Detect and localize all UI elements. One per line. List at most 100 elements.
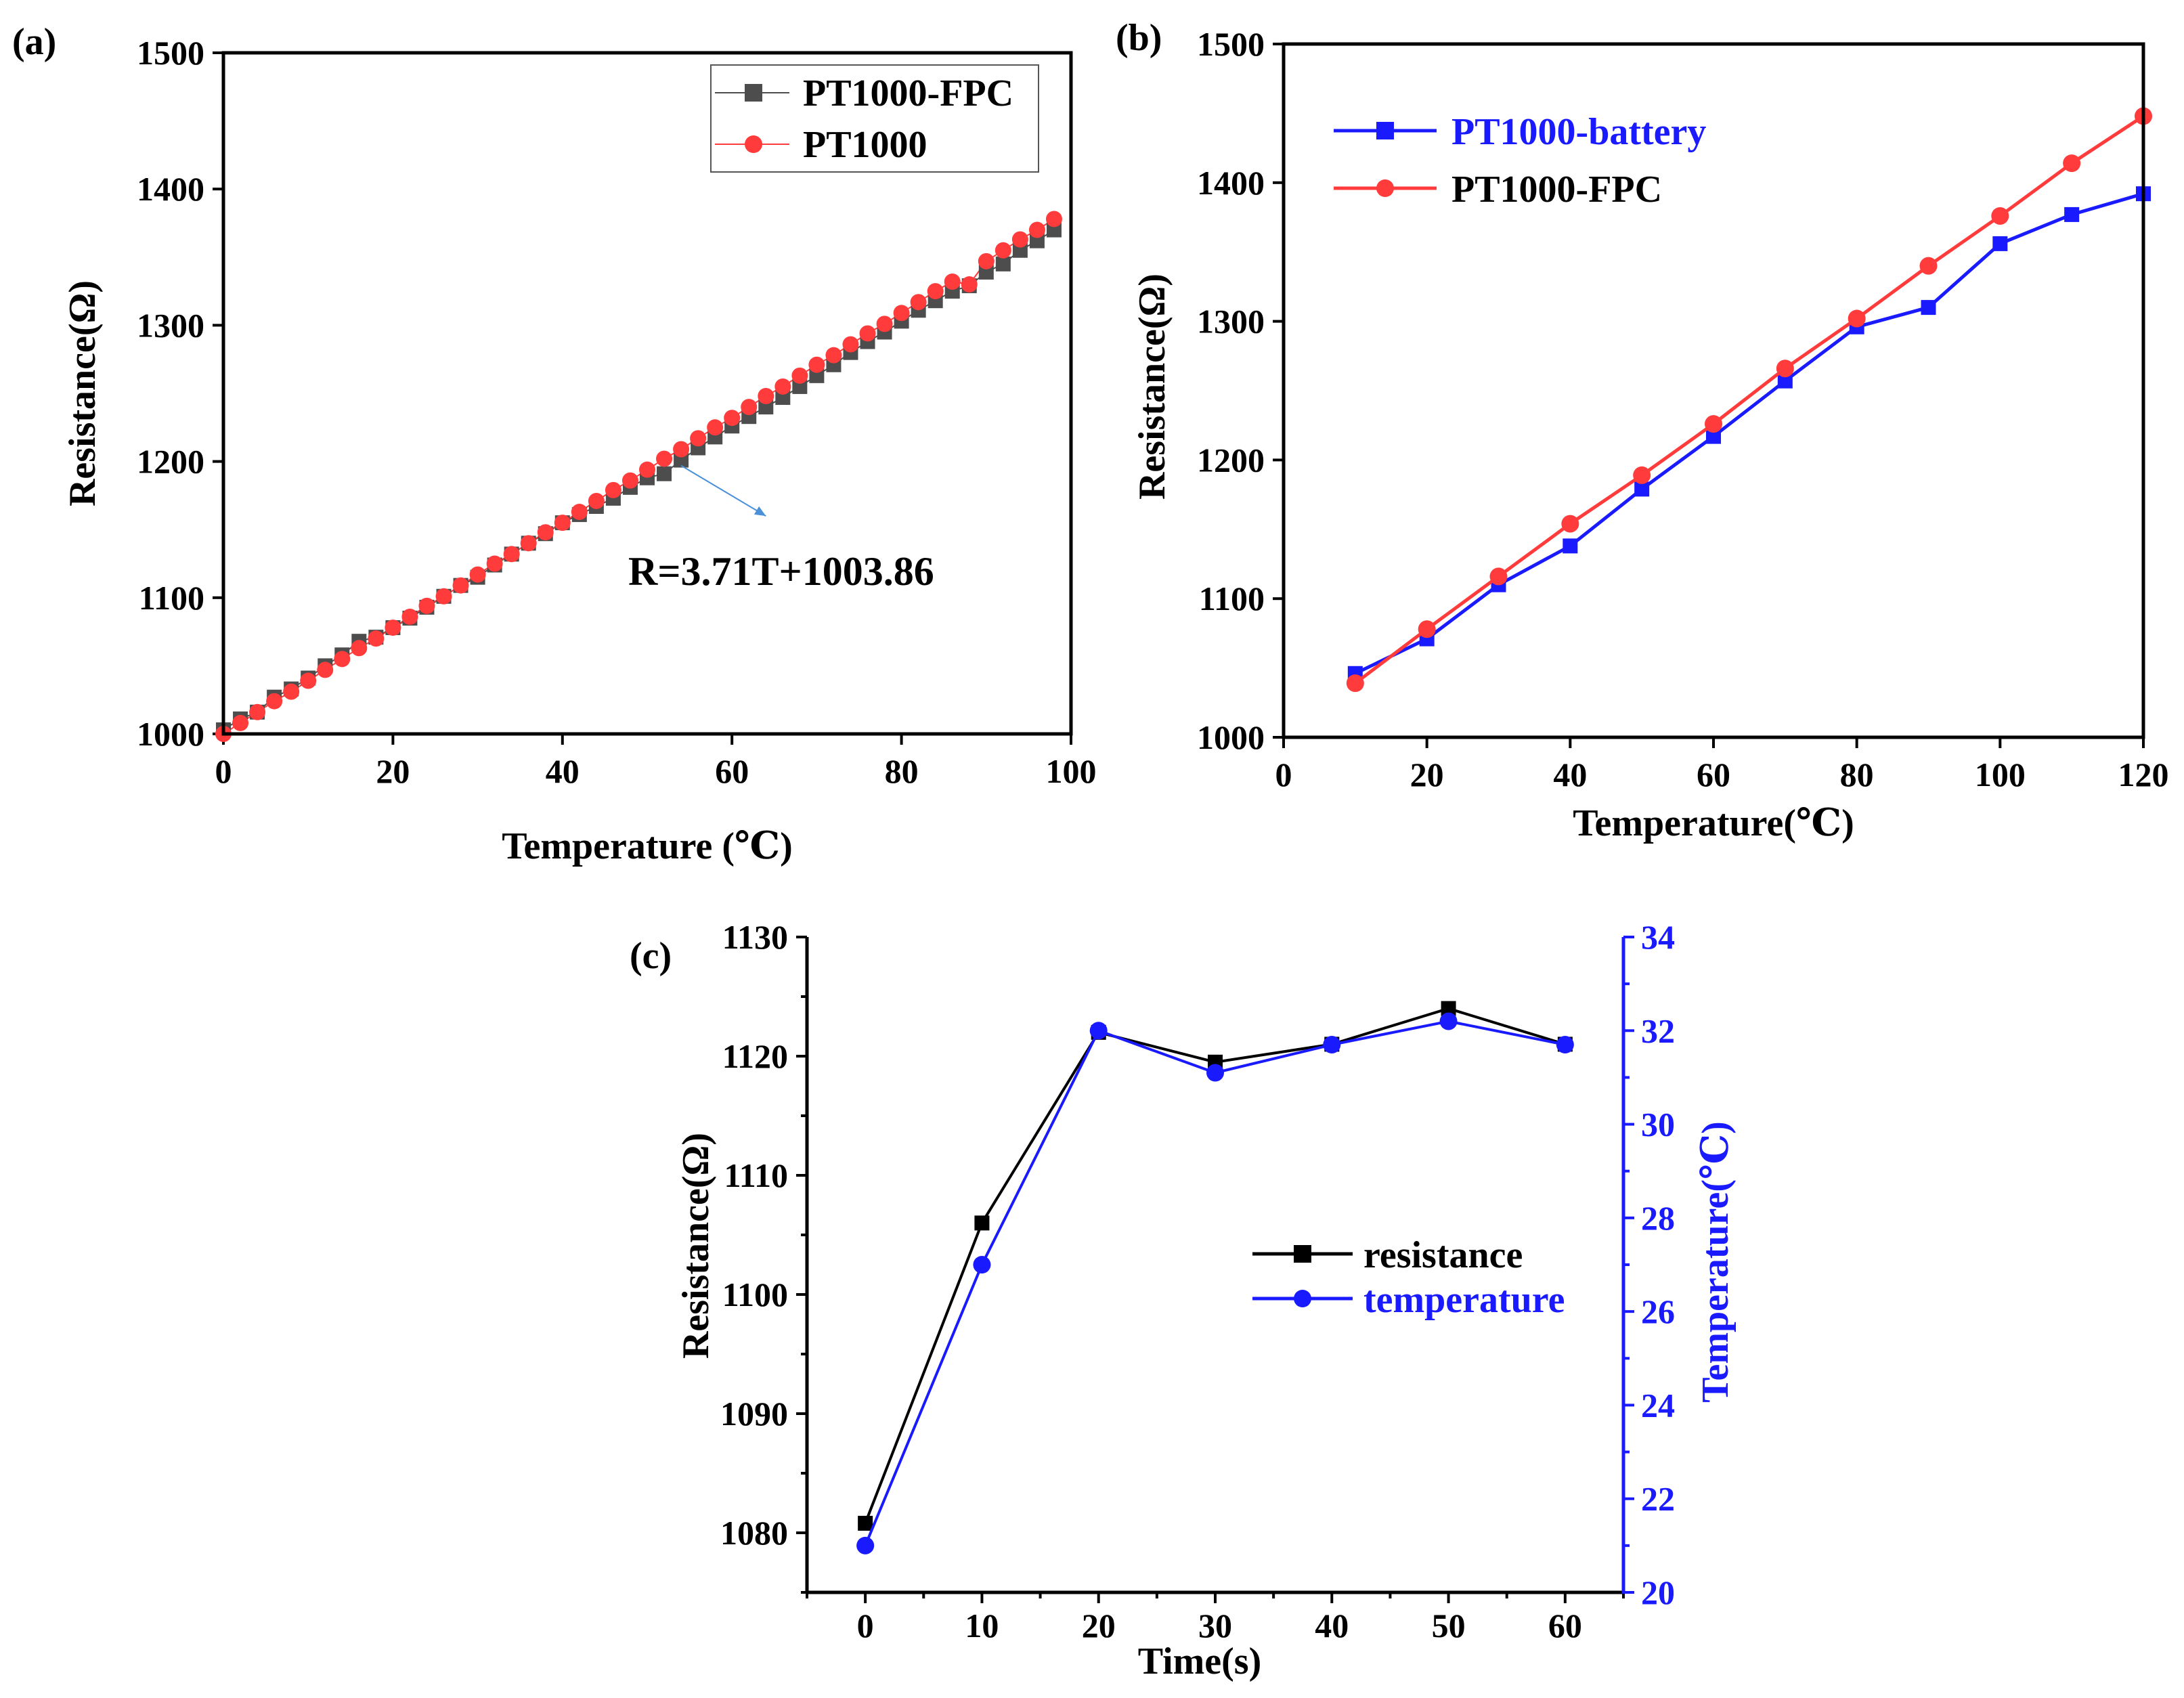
- data-point-PT1000: [249, 703, 266, 720]
- data-point-PT1000: [554, 515, 571, 531]
- y-right-tick-label: 34: [1641, 918, 1675, 956]
- legend-fpc-label: PT1000-FPC: [803, 72, 1013, 114]
- legend-resistance-label: resistance: [1363, 1234, 1523, 1276]
- data-point-PT1000-FPC: [657, 466, 672, 481]
- y-tick-label: 1090: [720, 1395, 788, 1433]
- data-point-PT1000-FPC: [1418, 620, 1436, 638]
- data-point-temperature: [973, 1256, 991, 1274]
- data-point-PT1000: [639, 461, 655, 478]
- panel-b-legend: PT1000-battery PT1000-FPC: [1334, 111, 1706, 211]
- data-point-PT1000: [944, 274, 961, 290]
- data-point-PT1000: [910, 294, 927, 311]
- data-point-PT1000-battery: [1992, 236, 2008, 251]
- panel-b-frame: [1282, 42, 2145, 739]
- y-right-tick-label: 24: [1641, 1386, 1675, 1424]
- data-point-temperature: [1206, 1064, 1224, 1082]
- panel-b-label: (b): [1116, 17, 1162, 59]
- x-tick-label: 60: [1548, 1607, 1582, 1645]
- data-point-PT1000: [351, 640, 368, 657]
- y-tick-label: 1300: [1197, 303, 1265, 341]
- y-tick-label: 1500: [137, 34, 204, 72]
- data-point-PT1000: [418, 597, 435, 614]
- y-tick-label: 1080: [720, 1514, 788, 1552]
- data-point-PT1000: [588, 492, 605, 509]
- data-point-PT1000: [1011, 231, 1028, 248]
- legend-pt1000-label: PT1000: [803, 124, 927, 166]
- data-point-PT1000-FPC: [995, 256, 1011, 271]
- legend-fpc-b-label: PT1000-FPC: [1451, 169, 1662, 211]
- data-point-PT1000: [283, 683, 300, 700]
- data-point-resistance: [974, 1215, 990, 1231]
- panel-a: (a) 0 20 40 60 80 100 1000 1100 1200 1300 1400 1500…: [12, 21, 1097, 867]
- data-point-PT1000: [232, 714, 249, 731]
- x-tick-label: 10: [965, 1607, 999, 1645]
- panel-c-legend: resistance temperature: [1252, 1234, 1565, 1321]
- panel-b: (b) 0 20 40 60 80 100 120 1000 1100 1200 1300 1400 1…: [1116, 17, 2169, 844]
- x-tick-label: 20: [1410, 756, 1444, 793]
- y-tick-label: 1000: [137, 715, 204, 753]
- y-right-tick-label: 30: [1641, 1106, 1675, 1144]
- y-right-tick-label: 22: [1641, 1480, 1675, 1518]
- legend-resistance-marker: [1294, 1245, 1311, 1263]
- legend-temperature-label: temperature: [1363, 1279, 1565, 1321]
- legend-temperature-marker: [1294, 1290, 1311, 1307]
- data-point-PT1000-FPC: [1561, 515, 1579, 533]
- panel-c-series: [856, 1001, 1574, 1554]
- data-point-temperature: [1089, 1022, 1108, 1040]
- data-point-PT1000: [656, 450, 673, 467]
- fit-equation-annotation: R=3.71T+1003.86: [628, 549, 934, 594]
- panel-c-ylabel: Resistance(Ω): [675, 1133, 717, 1359]
- data-point-PT1000: [673, 441, 690, 458]
- data-point-PT1000: [621, 472, 638, 489]
- x-tick-label: 0: [215, 752, 232, 790]
- data-point-PT1000: [317, 661, 334, 678]
- panel-c: (c) 0 10 20 30 40 50 60 1080 1090 1100 1110 1120 113…: [630, 918, 1737, 1682]
- y-tick-label: 1400: [1197, 164, 1265, 202]
- data-point-PT1000-battery: [1563, 538, 1578, 554]
- panel-b-ticks: 0 20 40 60 80 100 120 1000 1100 1200 1300 1400 1500: [1197, 25, 2169, 793]
- y-tick-label: 1130: [722, 918, 788, 956]
- y-right-tick-label: 28: [1641, 1199, 1675, 1237]
- data-point-temperature: [1556, 1036, 1574, 1054]
- y-tick-label: 1000: [1197, 718, 1265, 756]
- data-point-PT1000-battery: [1634, 481, 1650, 497]
- data-point-PT1000-FPC: [1991, 206, 2009, 225]
- panel-b-series: [1346, 107, 2152, 693]
- data-point-PT1000: [808, 356, 825, 373]
- panel-a-xlabel: Temperature (℃): [502, 825, 792, 867]
- data-point-PT1000-battery: [2064, 206, 2080, 222]
- panel-a-ticks: 0 20 40 60 80 100 1000 1100 1200 1300 1400 1500: [137, 34, 1097, 790]
- data-point-PT1000-FPC: [1705, 415, 1722, 433]
- data-point-PT1000: [537, 524, 554, 541]
- series-line-PT1000-FPC: [1354, 114, 2145, 685]
- data-point-PT1000-battery: [1706, 429, 1721, 444]
- data-point-PT1000-FPC: [1919, 257, 1938, 275]
- data-point-PT1000: [368, 630, 385, 647]
- y-tick-label: 1120: [722, 1037, 788, 1075]
- data-point-PT1000-FPC: [1489, 567, 1508, 586]
- data-point-temperature: [856, 1536, 875, 1554]
- data-point-PT1000: [741, 399, 758, 416]
- annotation-arrow: [680, 464, 766, 517]
- data-point-resistance: [858, 1515, 873, 1531]
- data-point-PT1000: [707, 419, 724, 436]
- data-point-PT1000: [927, 283, 944, 300]
- data-point-PT1000: [876, 315, 893, 332]
- data-point-PT1000-FPC: [1848, 309, 1866, 328]
- data-point-PT1000-battery: [1777, 373, 1793, 389]
- x-tick-label: 40: [546, 752, 580, 790]
- annotation-arrowhead: [754, 506, 766, 517]
- panel-c-ticks: 0 10 20 30 40 50 60 1080 1090 1100 1110 1120 1130 20 2…: [720, 918, 1675, 1645]
- data-point-PT1000-FPC: [1633, 466, 1651, 484]
- data-point-PT1000: [385, 619, 401, 636]
- y-right-tick-label: 26: [1641, 1292, 1675, 1330]
- legend-fpc-marker: [745, 84, 762, 102]
- legend-fpc-b-marker: [1376, 179, 1394, 197]
- data-point-PT1000: [452, 577, 469, 594]
- data-point-PT1000: [791, 367, 808, 384]
- data-point-PT1000: [469, 566, 486, 583]
- y-tick-label: 1100: [139, 579, 204, 617]
- data-point-PT1000: [842, 336, 859, 353]
- y-tick-label: 1110: [724, 1156, 788, 1194]
